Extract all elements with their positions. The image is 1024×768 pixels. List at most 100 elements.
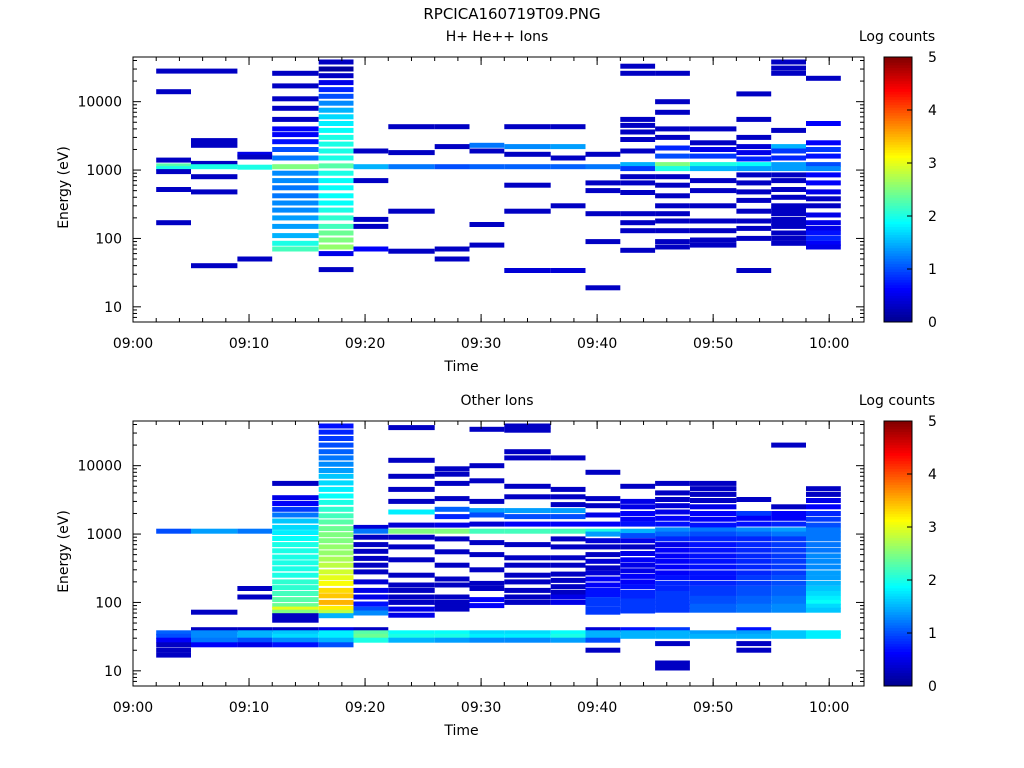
colorbar-segment xyxy=(884,423,912,427)
heatmap-cell xyxy=(191,528,238,534)
heatmap-cell xyxy=(655,162,690,168)
colorbar-tick-label: 2 xyxy=(928,209,937,225)
colorbar-segment xyxy=(884,606,912,610)
heatmap-cell xyxy=(690,553,737,559)
heatmap-cell xyxy=(655,641,690,647)
heatmap-cell xyxy=(771,240,806,246)
heatmap-cell xyxy=(550,633,586,639)
heatmap-cell xyxy=(388,594,435,600)
heatmap-cell xyxy=(434,514,470,520)
colorbar-segment xyxy=(884,561,912,565)
y-tick-label: 10000 xyxy=(77,95,122,111)
heatmap-cell xyxy=(806,240,841,246)
heatmap-cell xyxy=(620,70,656,76)
heatmap-cell xyxy=(736,208,772,214)
heatmap-cell xyxy=(620,129,656,135)
heatmap-cell xyxy=(736,630,772,636)
colorbar-segment xyxy=(884,213,912,217)
colorbar-segment xyxy=(884,532,912,536)
heatmap-cell xyxy=(353,524,389,530)
heatmap-cell xyxy=(806,580,841,586)
colorbar-segment xyxy=(884,553,912,557)
colorbar-segment xyxy=(884,670,912,674)
colorbar-segment xyxy=(884,622,912,626)
heatmap-cell xyxy=(620,137,656,142)
heatmap-cell xyxy=(771,166,806,172)
colorbar-segment xyxy=(884,110,912,114)
heatmap-cell xyxy=(771,536,806,542)
heatmap-cell xyxy=(620,601,656,607)
heatmap-cell xyxy=(736,497,772,502)
colorbar-segment xyxy=(884,487,912,491)
heatmap-cell xyxy=(620,589,656,595)
heatmap-cell xyxy=(771,607,806,613)
heatmap-cell xyxy=(353,562,389,568)
colorbar-segment xyxy=(884,226,912,230)
heatmap-cell xyxy=(620,627,656,633)
colorbar-segment xyxy=(884,208,912,212)
heatmap-cell xyxy=(655,153,690,159)
heatmap-cell xyxy=(736,607,772,613)
heatmap-cell xyxy=(806,516,841,522)
heatmap-cell xyxy=(620,604,656,610)
colorbar-segment xyxy=(884,308,912,312)
colorbar-tick-label: 4 xyxy=(928,467,937,483)
heatmap-cell xyxy=(318,473,354,479)
colorbar-frame xyxy=(883,420,913,687)
y-tick-label: 1000 xyxy=(86,163,122,179)
colorbar-segment xyxy=(884,125,912,129)
colorbar-segment xyxy=(884,640,912,644)
heatmap-cell xyxy=(690,166,737,172)
heatmap-cell xyxy=(655,109,690,115)
colorbar-segment xyxy=(884,617,912,621)
colorbar-segment xyxy=(884,261,912,265)
heatmap-cell xyxy=(655,607,690,613)
heatmap-cell xyxy=(655,521,690,527)
heatmap-cell xyxy=(806,140,841,146)
heatmap-cell xyxy=(806,121,841,126)
colorbar-segment xyxy=(884,564,912,568)
colorbar-segment xyxy=(884,556,912,560)
heatmap-cell xyxy=(353,164,389,170)
heatmap-cell xyxy=(620,162,656,168)
heatmap-cell xyxy=(318,562,354,568)
colorbar-segment xyxy=(884,558,912,562)
heatmap-cell xyxy=(434,606,470,612)
heatmap-cell xyxy=(272,193,319,199)
heatmap-cell xyxy=(272,606,319,612)
heatmap-cell xyxy=(806,172,841,178)
heatmap-cell xyxy=(272,560,319,566)
heatmap-cell xyxy=(272,633,319,639)
colorbar-segment xyxy=(884,664,912,668)
heatmap-cell xyxy=(771,564,806,570)
heatmap-cell xyxy=(318,185,354,191)
heatmap-cell xyxy=(272,572,319,578)
heatmap-cell xyxy=(585,582,621,588)
heatmap-cell xyxy=(771,531,806,537)
heatmap-cell xyxy=(655,575,690,581)
colorbar-segment xyxy=(884,70,912,74)
heatmap-cell xyxy=(318,633,354,639)
heatmap-cell xyxy=(318,251,354,257)
heatmap-cell xyxy=(191,164,238,170)
y-tick-label: 100 xyxy=(95,595,122,611)
heatmap-cell xyxy=(655,218,690,224)
heatmap-cell xyxy=(690,178,737,184)
colorbar-segment xyxy=(884,513,912,517)
colorbar-segment xyxy=(884,651,912,655)
heatmap-cell xyxy=(469,521,505,527)
heatmap-cell xyxy=(388,150,435,156)
heatmap-cell xyxy=(388,612,435,618)
heatmap-cell xyxy=(318,267,354,273)
heatmap-cell xyxy=(690,480,737,486)
heatmap-cell xyxy=(585,570,621,576)
colorbar-segment xyxy=(884,184,912,188)
colorbar-segment xyxy=(884,91,912,95)
colorbar-segment xyxy=(884,421,912,425)
heatmap-cell xyxy=(736,527,772,533)
heatmap-cell xyxy=(806,599,841,605)
colorbar-segment xyxy=(884,59,912,63)
colorbar-segment xyxy=(884,569,912,573)
heatmap-cell xyxy=(388,164,435,170)
heatmap-cell xyxy=(806,575,841,581)
